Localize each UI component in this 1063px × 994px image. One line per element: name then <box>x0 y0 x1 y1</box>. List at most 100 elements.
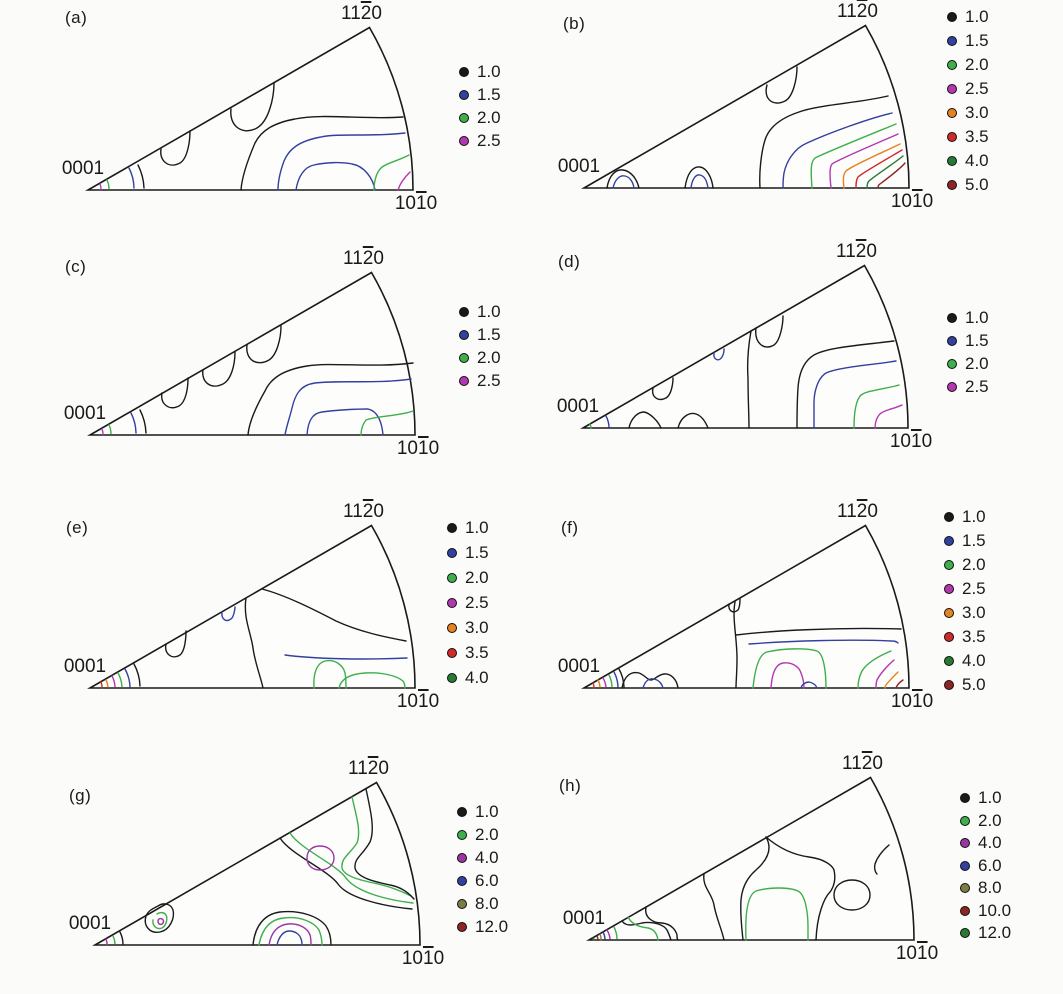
legend-item-b-5.0: 5.0 <box>947 175 989 194</box>
legend-value: 1.5 <box>477 325 501 344</box>
legend-dot-icon <box>457 830 467 840</box>
legend-item-f-2.0: 2.0 <box>944 555 986 574</box>
legend-item-e-1.0: 1.0 <box>447 518 489 537</box>
overbar: 1 <box>422 948 434 969</box>
legend-item-b-2.0: 2.0 <box>947 55 989 74</box>
contour-line <box>829 133 899 189</box>
contour-line <box>713 348 725 361</box>
overbar: 1 <box>911 191 923 212</box>
legend-item-d-2.0: 2.0 <box>947 354 989 373</box>
panel-letter-f: (f) <box>561 518 579 537</box>
legend-value: 4.0 <box>978 833 1002 852</box>
contour-line <box>618 668 625 688</box>
contour-line <box>105 938 108 946</box>
legend-value: 1.0 <box>978 788 1002 807</box>
legend-value: 2.5 <box>465 593 489 612</box>
contour-line <box>842 143 901 189</box>
legend-item-a-1.5: 1.5 <box>459 85 501 104</box>
contour-line <box>728 598 741 613</box>
corner-label-1010: 1010 <box>394 193 438 214</box>
corner-label-1120: 1120 <box>836 240 877 262</box>
legend-dot-icon <box>960 883 970 893</box>
contour-line <box>613 926 618 940</box>
overbar: 1 <box>911 691 923 712</box>
legend-dot-icon <box>947 156 957 166</box>
legend-item-d-2.5: 2.5 <box>947 377 989 396</box>
contour-line <box>152 911 168 930</box>
legend-item-g-6.0: 6.0 <box>457 871 499 890</box>
contour-line <box>246 325 282 364</box>
contour-line <box>642 678 664 689</box>
sector-outline <box>85 26 414 191</box>
legend-item-e-1.5: 1.5 <box>447 543 489 562</box>
contour-line <box>606 169 640 189</box>
contour-line <box>796 340 895 429</box>
legend-dot-icon <box>459 330 469 340</box>
legend-dot-icon <box>947 180 957 190</box>
contour-line <box>338 672 406 689</box>
legend-value: 2.5 <box>477 371 501 390</box>
sector-outline <box>580 264 909 429</box>
corner-label-1120: 1120 <box>842 752 883 774</box>
legend-dot-icon <box>960 928 970 938</box>
overbar: 2 <box>855 240 867 262</box>
legend-value: 1.5 <box>477 85 501 104</box>
contour-line <box>599 933 602 941</box>
corner-label-0001: 0001 <box>557 156 601 177</box>
contour-line <box>157 917 165 926</box>
legend-dot-icon <box>944 656 954 666</box>
legend-value: 2.0 <box>477 108 501 127</box>
legend-dot-icon <box>457 899 467 909</box>
legend-value: 3.5 <box>465 643 489 662</box>
legend-dot-icon <box>947 84 957 94</box>
legend-dot-icon <box>447 573 457 583</box>
legend-value: 1.0 <box>465 518 489 537</box>
corner-label-0001: 0001 <box>556 396 600 417</box>
contour-line <box>589 423 592 429</box>
legend-dot-icon <box>947 132 957 142</box>
sector-outline <box>92 781 421 946</box>
legend-dot-icon <box>947 36 957 46</box>
legend-item-c-1.5: 1.5 <box>459 325 501 344</box>
contour-line <box>605 415 610 428</box>
contour-line <box>268 923 312 946</box>
legend-value: 12.0 <box>978 923 1012 942</box>
contour-line <box>360 410 414 436</box>
legend-item-h-8.0: 8.0 <box>960 878 1002 897</box>
contour-line <box>645 906 679 941</box>
legend-dot-icon <box>944 584 954 594</box>
legend-item-e-2.5: 2.5 <box>447 593 489 612</box>
legend-dot-icon <box>944 512 954 522</box>
contour-line <box>810 123 897 189</box>
legend-dot-icon <box>960 905 970 916</box>
legend-value: 12.0 <box>475 917 509 936</box>
legend-value: 8.0 <box>978 878 1002 897</box>
ipf-wedge-h <box>586 776 915 941</box>
overbar: 2 <box>856 0 868 22</box>
legend-value: 8.0 <box>475 894 499 913</box>
legend-dot-icon <box>447 523 457 533</box>
legend-value: 6.0 <box>475 871 499 890</box>
contour-line <box>895 679 904 689</box>
sector-outline <box>87 271 416 436</box>
contour-line <box>621 671 679 689</box>
contour-line <box>855 149 903 189</box>
contour-line <box>884 671 899 689</box>
legend-value: 4.0 <box>965 151 989 170</box>
contour-line <box>341 796 412 897</box>
legend-value: 2.0 <box>465 568 489 587</box>
legend-value: 2.0 <box>978 810 1002 830</box>
contour-line <box>244 597 264 689</box>
contour-line <box>247 362 414 436</box>
contour-line <box>354 788 415 900</box>
legend-dot-icon <box>960 815 970 826</box>
contour-line <box>684 166 714 189</box>
contour-line <box>295 161 376 191</box>
contour-line <box>621 920 672 941</box>
panel-letter-e: (e) <box>66 518 89 537</box>
corner-label-0001: 0001 <box>68 913 112 934</box>
legend-item-h-10.0: 10.0 <box>960 901 1011 920</box>
legend-item-f-2.5: 2.5 <box>944 579 986 598</box>
overbar: 1 <box>417 691 429 712</box>
legend-value: 2.0 <box>475 825 499 844</box>
